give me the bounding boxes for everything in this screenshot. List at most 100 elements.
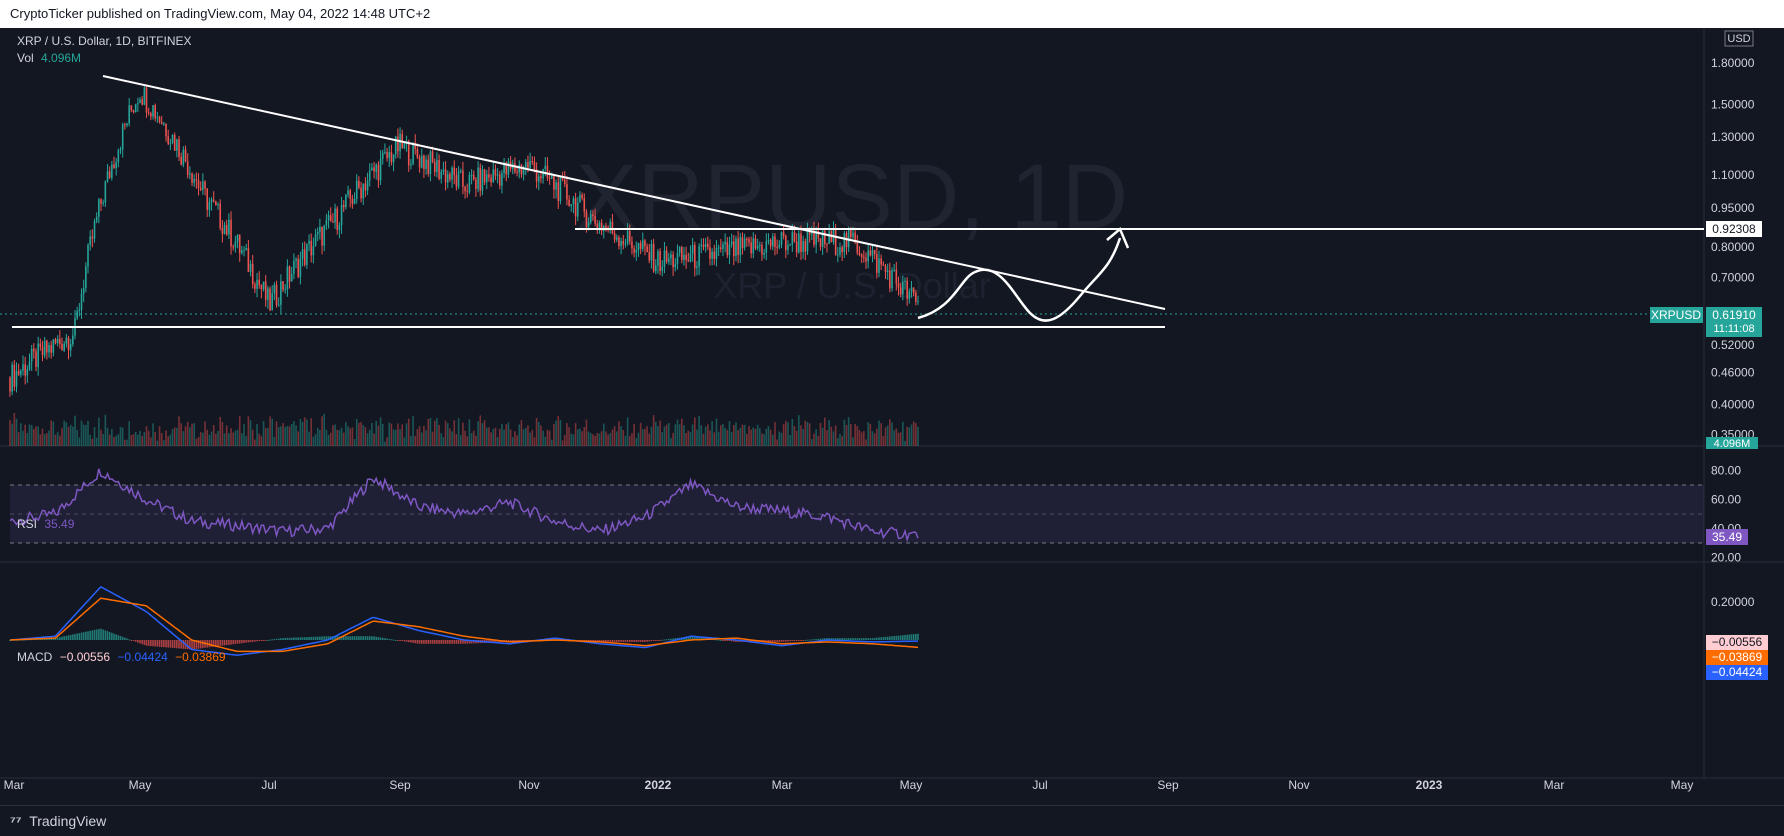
volume-bar: [546, 429, 549, 446]
candle-body: [646, 246, 648, 253]
candle-body: [819, 238, 822, 247]
tradingview-logo[interactable]: ⁷⁷ TradingView: [10, 813, 106, 829]
macd-hist-bar: [288, 637, 291, 640]
volume-bar: [867, 422, 869, 446]
candle-body: [78, 309, 81, 312]
projection-path[interactable]: [917, 237, 1122, 322]
candle-body: [570, 204, 573, 207]
macd-hist-bar: [700, 637, 703, 640]
volume-bar: [472, 430, 475, 446]
volume-bar: [364, 427, 367, 446]
volume-bar: [85, 424, 87, 446]
candle-body: [373, 167, 375, 172]
candle-body: [384, 152, 386, 154]
volume-bar: [767, 426, 770, 446]
macd-hist-bar: [364, 636, 367, 640]
macd-hist-bar: [633, 640, 635, 642]
macd-hist-bar: [670, 638, 672, 640]
candle-body: [360, 187, 362, 199]
macd-hist-bar: [403, 640, 406, 642]
macd-hist-bar: [247, 640, 250, 643]
macd-hist-bar: [134, 640, 137, 642]
macd-hist-bar: [789, 640, 791, 642]
candle-body: [785, 235, 787, 251]
macd-hist-bar: [765, 640, 768, 642]
macd-hist-bar: [451, 640, 453, 644]
volume-bar: [663, 426, 666, 446]
candle-body: [628, 231, 631, 242]
volume-bar: [611, 429, 614, 446]
candle-body: [566, 184, 568, 200]
volume-bar: [54, 434, 57, 446]
volume-bar: [618, 421, 620, 446]
candle-body: [167, 136, 169, 144]
macd-badge-1: −0.00556: [1712, 635, 1763, 649]
volume-bar: [403, 437, 406, 446]
volume-bar: [785, 420, 787, 446]
candle-body: [613, 233, 616, 240]
candle-body: [13, 364, 16, 387]
volume-bar: [453, 420, 456, 446]
currency-box[interactable]: [1724, 30, 1754, 47]
volume-bar: [210, 431, 213, 446]
volume-bar: [284, 426, 287, 446]
macd-hist-bar: [85, 631, 87, 640]
volume-bar: [895, 428, 898, 446]
macd-hist-bar: [353, 636, 356, 640]
volume-bar: [286, 425, 289, 446]
candle-body: [30, 348, 33, 362]
volume-bar: [633, 423, 635, 446]
macd-hist-bar: [436, 640, 438, 644]
candle-body: [334, 208, 336, 223]
time-tick-6: Mar: [772, 778, 793, 792]
macd-hist-bar: [113, 633, 115, 640]
volume-bar: [750, 429, 752, 446]
candle-body: [678, 246, 681, 253]
candle-body: [87, 245, 89, 267]
macd-hist-bar: [407, 640, 410, 643]
volume-bar: [743, 424, 746, 446]
macd-hist-bar: [847, 638, 850, 640]
candle-body: [553, 175, 555, 190]
candle-body: [514, 163, 516, 172]
candle-body: [126, 123, 128, 126]
macd-hist-bar: [316, 636, 319, 640]
volume-bar: [80, 420, 83, 446]
volume-bar: [141, 436, 143, 446]
time-tick-9: Sep: [1157, 778, 1179, 792]
volume-bar: [522, 429, 525, 446]
volume-bar: [670, 438, 672, 446]
candle-body: [56, 338, 59, 344]
volume-bar: [24, 424, 26, 446]
volume-bar: [782, 424, 785, 446]
candle-body: [104, 181, 107, 203]
volume-bar: [917, 426, 919, 446]
macd-hist-bar: [273, 639, 276, 641]
macd-hist-bar: [301, 637, 304, 640]
candle-body: [449, 174, 451, 180]
time-tick-2: Jul: [261, 778, 276, 792]
candle-body: [457, 171, 460, 187]
macd-hist-bar: [98, 629, 100, 640]
chart-canvas[interactable]: XRPUSD, 1D XRP / U.S. Dollar 1.80000 1.50…: [0, 28, 1784, 805]
candle-body: [154, 105, 156, 119]
candle-body: [50, 345, 52, 353]
candle-body: [769, 239, 772, 247]
candle-body: [446, 174, 449, 183]
volume-bar: [576, 429, 579, 446]
macd-hist-bar: [43, 638, 46, 640]
candle-body: [600, 222, 603, 231]
volume-bar: [477, 421, 479, 446]
candle-body: [501, 173, 503, 186]
macd-hist-bar: [663, 639, 666, 641]
candle-body: [685, 254, 687, 261]
candle-body: [663, 250, 666, 267]
volume-bar: [76, 430, 78, 446]
volume-bar: [271, 418, 274, 446]
volume-bar: [319, 429, 321, 446]
volume-bar: [407, 418, 410, 446]
candle-body: [717, 247, 720, 249]
candle-body: [592, 214, 594, 216]
volume-bar: [685, 432, 687, 446]
macd-hist-bar: [726, 640, 729, 641]
